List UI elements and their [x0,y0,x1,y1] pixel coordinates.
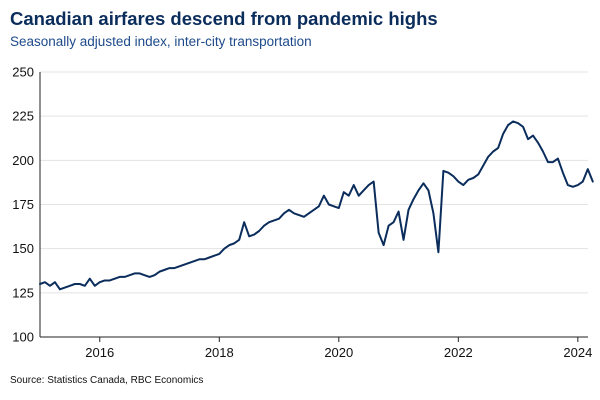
y-tick-label-100: 100 [12,330,34,345]
y-tick-label-225: 225 [12,109,34,124]
x-tick-label-2016: 2016 [85,345,114,360]
x-tick-label-2020: 2020 [324,345,353,360]
y-tick-label-125: 125 [12,285,34,300]
y-tick-label-250: 250 [12,65,34,80]
chart-title: Canadian airfares descend from pandemic … [10,8,438,29]
series-layer [39,120,594,291]
x-tick-label-2022: 2022 [444,345,473,360]
x-tick-label-2018: 2018 [205,345,234,360]
source-note: Source: Statistics Canada, RBC Economics [10,375,204,386]
y-tick-label-150: 150 [12,241,34,256]
y-tick-label-200: 200 [12,153,34,168]
x-tick-label-2024: 2024 [563,345,592,360]
chart-subtitle: Seasonally adjusted index, inter-city tr… [10,34,312,49]
series-line-0 [39,120,594,291]
y-tick-label-175: 175 [12,197,34,212]
axes [39,72,588,342]
tick-labels: 100 125 150 175 200 225 250 2016 2018 2020 2022 202… [12,65,592,361]
gridlines [40,71,588,294]
